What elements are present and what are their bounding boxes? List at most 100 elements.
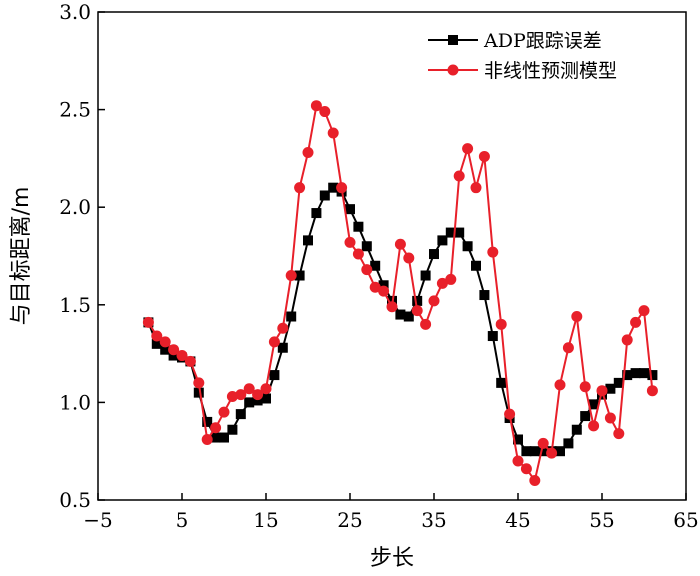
data-point xyxy=(261,393,271,404)
data-point xyxy=(621,334,633,346)
data-point xyxy=(210,432,221,443)
data-point xyxy=(202,416,213,427)
data-point xyxy=(496,377,507,388)
data-point xyxy=(294,270,305,281)
data-point xyxy=(454,227,465,238)
data-point xyxy=(596,385,608,397)
legend-marker xyxy=(448,35,458,45)
data-point xyxy=(580,411,591,422)
legend-label: 非线性预测模型 xyxy=(484,60,617,82)
series-line xyxy=(147,103,654,483)
data-point xyxy=(160,344,171,355)
data-point xyxy=(647,370,658,381)
data-point xyxy=(252,395,263,406)
data-point xyxy=(151,330,163,342)
data-point xyxy=(361,241,372,252)
data-point xyxy=(403,311,414,322)
data-point xyxy=(370,260,381,271)
data-point xyxy=(243,383,255,395)
data-point xyxy=(513,434,523,445)
data-point xyxy=(495,318,507,330)
x-tick-label: 45 xyxy=(505,508,530,532)
data-point xyxy=(176,350,188,362)
x-tick-label: 55 xyxy=(589,508,614,532)
series-1 xyxy=(143,182,658,457)
data-point xyxy=(319,106,331,118)
data-point xyxy=(252,389,264,401)
data-point xyxy=(462,241,473,252)
data-point xyxy=(639,368,649,379)
data-point xyxy=(227,424,238,435)
legend-marker xyxy=(447,64,459,76)
data-point xyxy=(184,355,196,367)
data-point xyxy=(244,397,255,408)
data-point xyxy=(142,316,154,328)
data-point xyxy=(336,182,348,194)
data-point xyxy=(445,273,457,285)
data-point xyxy=(210,422,222,434)
data-point xyxy=(429,249,439,260)
data-point xyxy=(285,270,297,282)
data-point xyxy=(571,311,583,323)
plot-frame xyxy=(97,11,687,501)
y-tick-label: 0.5 xyxy=(59,488,91,512)
legend-item: 非线性预测模型 xyxy=(428,60,617,82)
data-point xyxy=(638,305,650,317)
data-point xyxy=(420,318,432,330)
data-point xyxy=(563,438,574,449)
data-point xyxy=(512,455,524,467)
data-point xyxy=(604,412,616,424)
data-point xyxy=(588,399,599,410)
data-point xyxy=(151,338,162,349)
x-tick-label: −5 xyxy=(83,508,112,532)
data-point xyxy=(579,381,591,393)
data-point xyxy=(168,344,180,356)
data-point xyxy=(630,368,641,379)
axis-ticks: −5 5 15 25 35 45 55 65 0.5 1.0 1.5 2.0 2.5 3.0 xyxy=(59,0,699,532)
data-point xyxy=(504,408,516,420)
data-point xyxy=(538,446,549,457)
y-tick-label: 2.5 xyxy=(59,98,91,122)
x-tick-label: 25 xyxy=(337,508,362,532)
data-point xyxy=(613,377,624,388)
data-point xyxy=(646,385,658,397)
data-point xyxy=(193,387,204,398)
data-point xyxy=(437,235,448,246)
x-tick-label: 35 xyxy=(421,508,446,532)
data-point xyxy=(193,377,205,389)
y-tick-label: 2.0 xyxy=(59,195,91,219)
data-point xyxy=(521,446,532,457)
y-tick-label: 1.5 xyxy=(59,293,91,317)
data-point xyxy=(277,342,288,353)
data-point xyxy=(395,309,406,320)
data-point xyxy=(529,474,541,486)
data-point xyxy=(571,424,582,435)
data-point xyxy=(369,281,381,293)
data-point xyxy=(487,331,498,342)
x-tick-label: 65 xyxy=(673,508,698,532)
data-point xyxy=(352,248,364,260)
data-point xyxy=(554,379,566,391)
data-point xyxy=(479,290,490,301)
data-point xyxy=(555,446,565,457)
legend-item: ADP跟踪误差 xyxy=(428,30,602,52)
data-point xyxy=(328,182,339,193)
data-point xyxy=(294,182,306,194)
y-tick-label: 3.0 xyxy=(59,0,91,24)
data-point xyxy=(311,208,322,219)
data-point xyxy=(235,409,246,420)
data-point xyxy=(613,428,625,440)
data-point xyxy=(588,420,600,432)
x-axis-title: 步长 xyxy=(370,546,414,571)
data-point xyxy=(420,270,431,281)
series-layer xyxy=(142,100,658,486)
data-point xyxy=(453,170,465,182)
x-tick-label: 5 xyxy=(176,508,189,532)
data-point xyxy=(471,260,481,271)
data-point xyxy=(403,252,415,264)
data-point xyxy=(260,383,272,395)
data-point xyxy=(327,127,339,139)
legend-label: ADP跟踪误差 xyxy=(483,30,602,52)
